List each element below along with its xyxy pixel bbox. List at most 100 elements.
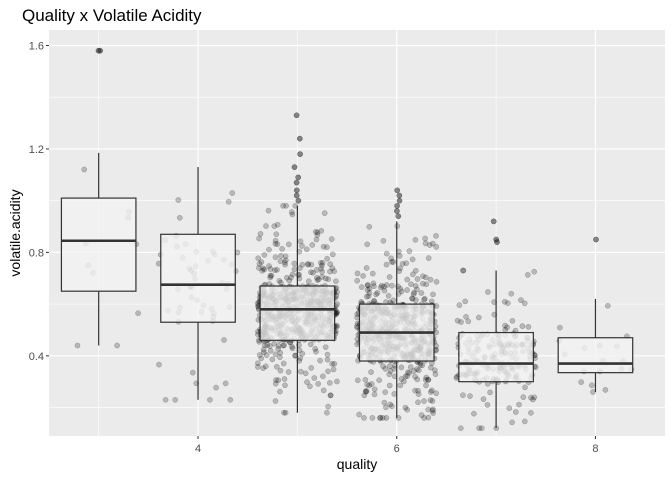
jitter-point — [296, 357, 303, 364]
minor-gridlines — [49, 30, 665, 436]
jitter-point — [258, 355, 265, 362]
jitter-point — [427, 389, 434, 395]
outlier-point — [293, 112, 300, 119]
jitter-point — [521, 300, 528, 307]
jitter-point — [408, 281, 414, 288]
jitter-point — [312, 228, 319, 235]
jitter-point — [491, 299, 497, 305]
jitter-point — [382, 366, 389, 372]
jitter-point — [413, 297, 419, 303]
jitter-point — [289, 345, 296, 352]
boxplot-q7 — [458, 270, 534, 429]
x-tick-label: 8 — [592, 443, 598, 455]
jitter-point — [265, 207, 272, 214]
jitter-point — [506, 405, 513, 412]
x-axis-title: quality — [337, 456, 377, 472]
jitter-point — [377, 284, 384, 291]
jitter-point — [320, 387, 327, 394]
jitter-point — [272, 240, 279, 247]
jitter-point — [267, 274, 274, 281]
jitter-point — [266, 246, 272, 253]
y-tick-label: 1.6 — [29, 41, 44, 53]
jitter-point — [257, 231, 264, 237]
jitter-point — [370, 280, 377, 287]
jitter-point — [412, 267, 419, 274]
jitter-point — [272, 398, 279, 404]
outlier-point — [396, 192, 403, 199]
box-body — [557, 337, 634, 374]
jitter-point — [371, 391, 378, 398]
jitter-point — [385, 292, 392, 299]
jitter-point — [162, 396, 169, 403]
jitter-point — [602, 387, 609, 393]
jitter-point — [331, 360, 338, 367]
jitter-point — [398, 288, 405, 295]
jitter-point — [388, 255, 394, 262]
jitter-point — [364, 287, 371, 293]
jitter-point — [414, 276, 421, 282]
jitter-point — [334, 301, 340, 307]
jitter-point — [299, 243, 305, 249]
box-body — [60, 197, 137, 292]
jitter-point — [319, 268, 325, 275]
jitter-point — [480, 396, 487, 402]
jitter-point — [371, 386, 378, 393]
jitter-point — [295, 271, 301, 278]
jitter-point — [369, 270, 376, 277]
jitter-point — [321, 210, 328, 216]
jitter-point — [280, 202, 286, 209]
jitter-point — [277, 279, 284, 286]
jitter-point — [302, 370, 309, 377]
jitter-point — [297, 238, 304, 245]
outlier-point — [291, 164, 298, 170]
jitter-point — [405, 369, 411, 376]
jitter-point — [427, 276, 434, 283]
jitter-point — [322, 344, 329, 351]
jitter-point — [285, 369, 292, 375]
plot-panel — [49, 30, 665, 436]
jitter-point — [263, 223, 269, 229]
jitter-point — [315, 380, 322, 387]
jitter-point — [274, 221, 281, 228]
jitter-point — [264, 342, 271, 348]
jitter-point — [476, 425, 482, 432]
jitter-point — [363, 293, 370, 300]
jitter-point — [516, 401, 522, 408]
jitter-point — [333, 278, 339, 285]
jitter-point — [432, 367, 438, 374]
jitter-point — [418, 412, 425, 418]
jitter-point — [509, 419, 515, 426]
jitter-point — [406, 248, 413, 254]
jitter-point — [418, 290, 425, 296]
jitter-point — [388, 259, 395, 265]
jitter-point — [425, 414, 432, 421]
jitter-point — [425, 255, 432, 261]
jitter-point — [410, 271, 416, 278]
jitter-point — [421, 415, 427, 421]
jitter-point — [289, 343, 295, 350]
jitter-point — [317, 259, 324, 266]
jitter-point — [588, 382, 595, 389]
jitter-point — [484, 402, 491, 408]
jitter-point — [135, 310, 141, 317]
jitter-point — [280, 342, 286, 349]
jitter-point — [308, 261, 315, 268]
jitter-point — [381, 399, 388, 406]
jitter-point — [314, 229, 321, 236]
jitter-point — [433, 244, 440, 250]
jitter-point — [297, 265, 303, 271]
y-tick-label: 0.4 — [29, 351, 44, 363]
jitter-point — [383, 261, 390, 268]
jitter-point — [478, 425, 485, 432]
jitter-point — [369, 415, 376, 421]
jitter-point — [313, 236, 320, 243]
jitter-point — [429, 398, 436, 404]
jitter-point — [281, 342, 287, 349]
jitter-point — [387, 368, 394, 374]
jitter-point — [380, 363, 386, 370]
jitter-point — [365, 282, 371, 289]
jitter-point — [425, 406, 432, 413]
jitter-point — [414, 376, 421, 383]
y-tick-label: 0.8 — [29, 247, 44, 259]
